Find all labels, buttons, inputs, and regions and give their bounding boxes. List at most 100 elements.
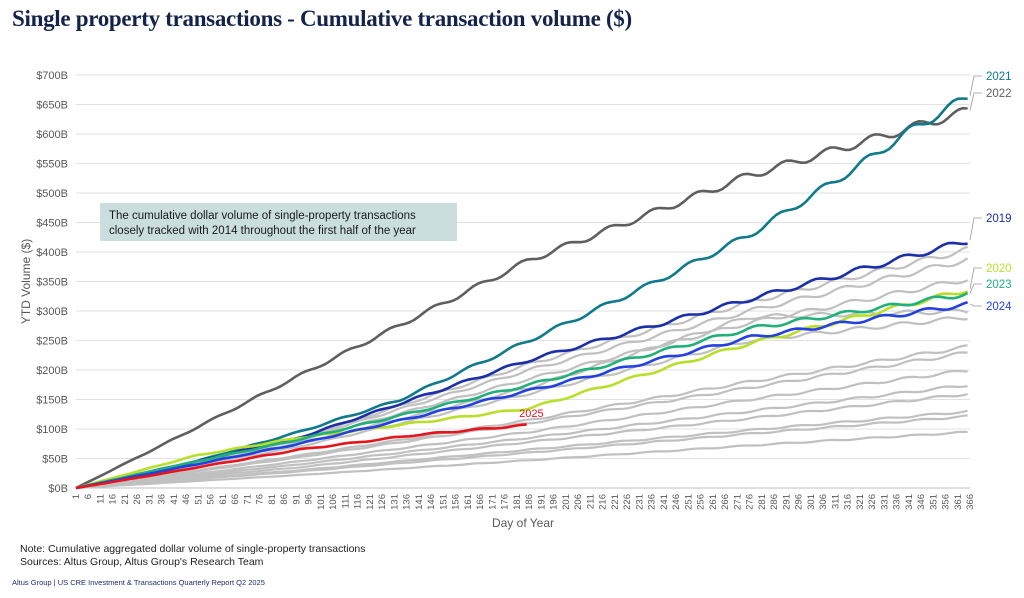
x-tick-label: 146 xyxy=(426,494,437,510)
x-tick-label: 126 xyxy=(377,494,388,510)
x-tick-label: 21 xyxy=(120,494,131,505)
x-tick-label: 236 xyxy=(647,494,658,510)
x-tick-label: 51 xyxy=(193,494,204,505)
series-line-2021 xyxy=(75,97,968,490)
series-line xyxy=(75,430,968,490)
series-label-2025: 2025 xyxy=(519,408,543,420)
x-tick-label: 306 xyxy=(818,494,829,510)
y-tick-label: $250B xyxy=(36,336,68,348)
x-tick-label: 206 xyxy=(573,494,584,510)
series-label-2023: 2023 xyxy=(986,279,1012,291)
x-tick-label: 271 xyxy=(732,494,743,510)
series-line xyxy=(75,369,968,490)
page-title: Single property transactions - Cumulativ… xyxy=(12,6,632,31)
x-tick-label: 106 xyxy=(328,494,339,510)
x-tick-label: 11 xyxy=(95,494,106,504)
annotation-text: closely tracked with 2014 throughout the… xyxy=(109,225,416,237)
y-tick-label: $350B xyxy=(36,277,68,289)
x-tick-label: 196 xyxy=(549,494,560,510)
x-axis-title: Day of Year xyxy=(492,516,554,530)
y-tick-label: $550B xyxy=(36,159,68,171)
x-tick-label: 156 xyxy=(451,494,462,510)
x-tick-label: 181 xyxy=(512,494,523,510)
y-axis-title: YTD Volume ($) xyxy=(19,239,33,324)
x-tick-label: 121 xyxy=(365,494,376,510)
x-tick-label: 186 xyxy=(524,494,535,510)
x-tick-label: 201 xyxy=(561,494,572,510)
x-tick-label: 261 xyxy=(708,494,719,510)
x-tick-label: 131 xyxy=(389,494,400,510)
series-label-2021: 2021 xyxy=(986,71,1012,83)
x-tick-label: 41 xyxy=(169,494,180,505)
x-tick-label: 136 xyxy=(402,494,413,510)
x-tick-label: 71 xyxy=(242,494,253,505)
x-tick-label: 366 xyxy=(965,494,976,510)
x-tick-label: 211 xyxy=(585,494,596,509)
x-tick-label: 266 xyxy=(720,494,731,510)
x-tick-label: 241 xyxy=(659,494,670,510)
x-tick-label: 256 xyxy=(696,494,707,510)
x-tick-label: 76 xyxy=(255,494,266,505)
series-label-2019: 2019 xyxy=(986,213,1012,225)
x-tick-label: 1 xyxy=(71,494,82,499)
x-tick-label: 326 xyxy=(867,494,878,510)
series-line xyxy=(75,385,968,490)
x-tick-label: 341 xyxy=(904,494,915,510)
x-tick-label: 246 xyxy=(671,494,682,510)
y-tick-label: $100B xyxy=(36,424,68,436)
x-tick-label: 36 xyxy=(157,494,168,505)
x-tick-label: 171 xyxy=(487,494,498,510)
x-tick-label: 226 xyxy=(622,494,633,510)
annotation-text: The cumulative dollar volume of single-p… xyxy=(109,210,416,222)
leader-line xyxy=(969,303,982,307)
leader-line xyxy=(969,92,982,111)
x-tick-label: 31 xyxy=(144,494,155,505)
x-tick-label: 86 xyxy=(279,494,290,505)
series-line xyxy=(75,393,968,490)
y-tick-label: $650B xyxy=(36,100,68,112)
x-tick-label: 66 xyxy=(230,494,241,505)
x-tick-label: 336 xyxy=(892,494,903,510)
series-label-2020: 2020 xyxy=(986,263,1012,275)
series-line-2020 xyxy=(75,290,969,490)
x-tick-label: 81 xyxy=(267,494,278,505)
x-tick-label: 111 xyxy=(340,494,351,508)
x-tick-label: 356 xyxy=(941,494,952,510)
y-tick-label: $150B xyxy=(36,395,68,407)
x-tick-label: 251 xyxy=(683,494,694,510)
x-tick-label: 351 xyxy=(928,494,939,510)
series-label-2024: 2024 xyxy=(986,301,1012,313)
x-tick-label: 151 xyxy=(438,494,449,510)
series-line-2022 xyxy=(75,106,968,490)
x-tick-label: 116 xyxy=(353,494,364,509)
x-tick-label: 161 xyxy=(463,494,474,510)
series-line xyxy=(75,344,968,490)
x-tick-label: 331 xyxy=(879,494,890,510)
sources-text: Sources: Altus Group, Altus Group's Rese… xyxy=(20,556,264,568)
x-tick-label: 56 xyxy=(206,494,217,505)
y-tick-label: $600B xyxy=(36,129,68,141)
x-tick-label: 311 xyxy=(830,494,841,509)
x-tick-label: 346 xyxy=(916,494,927,510)
x-tick-label: 296 xyxy=(794,494,805,510)
y-tick-label: $300B xyxy=(36,306,68,318)
x-tick-label: 316 xyxy=(843,494,854,510)
series-line-2024 xyxy=(75,300,969,490)
x-tick-label: 301 xyxy=(806,494,817,510)
series-line xyxy=(75,414,968,490)
y-tick-label: $400B xyxy=(36,247,68,259)
x-tick-label: 291 xyxy=(781,494,792,510)
y-tick-label: $0B xyxy=(48,483,68,495)
x-tick-label: 231 xyxy=(634,494,645,510)
x-tick-label: 101 xyxy=(316,494,327,510)
x-tick-label: 176 xyxy=(500,494,511,510)
series-line-2025 xyxy=(75,423,527,490)
y-tick-label: $450B xyxy=(36,218,68,230)
x-tick-label: 6 xyxy=(83,494,94,499)
x-tick-label: 61 xyxy=(218,494,229,505)
x-tick-label: 26 xyxy=(132,494,143,505)
leader-line xyxy=(969,217,982,241)
x-tick-label: 166 xyxy=(475,494,486,510)
series-label-2022: 2022 xyxy=(986,88,1012,100)
